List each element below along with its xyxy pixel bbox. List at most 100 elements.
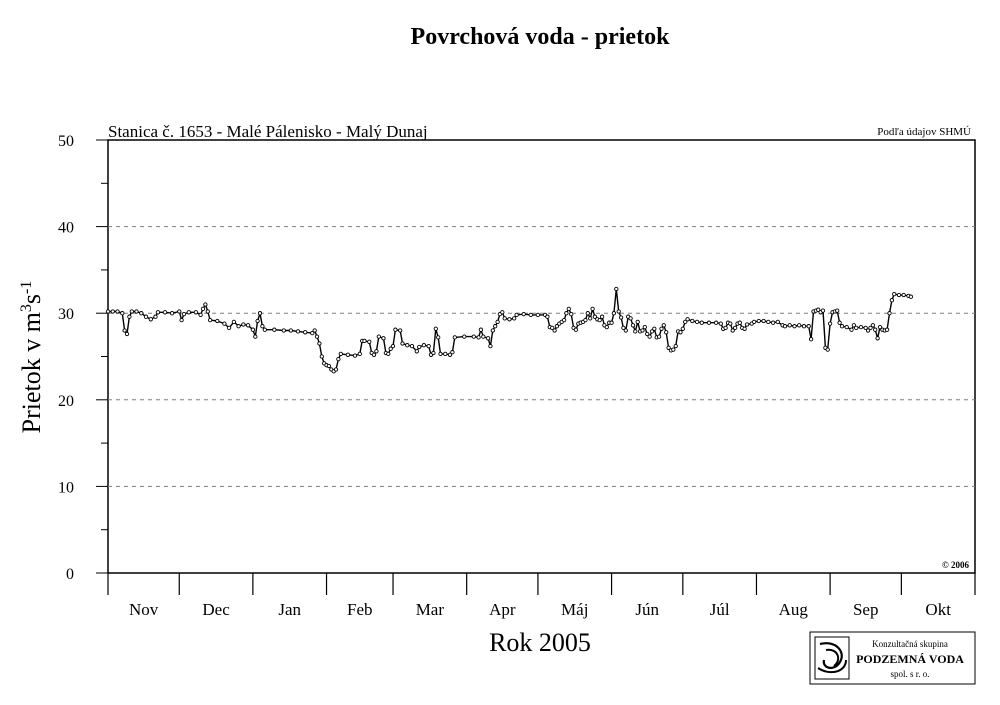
grid-lines xyxy=(108,226,975,487)
data-point xyxy=(621,325,626,331)
data-point xyxy=(426,343,431,349)
data-point xyxy=(193,310,199,315)
data-point xyxy=(162,310,168,315)
data-point xyxy=(554,324,560,329)
data-point xyxy=(896,292,902,298)
x-month-label: Júl xyxy=(710,600,730,619)
data-point xyxy=(664,330,669,335)
data-point xyxy=(656,334,662,339)
copyright-label: © 2006 xyxy=(942,560,969,570)
data-point xyxy=(854,325,859,331)
data-point xyxy=(597,317,602,323)
data-point xyxy=(405,343,410,348)
data-point xyxy=(873,327,878,332)
data-point xyxy=(877,324,883,330)
data-point xyxy=(431,350,436,356)
data-point xyxy=(303,330,308,335)
data-point xyxy=(816,307,821,312)
data-point xyxy=(222,321,227,326)
data-point xyxy=(671,347,676,352)
data-point xyxy=(433,326,438,331)
data-point xyxy=(345,352,351,357)
data-point xyxy=(376,334,381,339)
plot-area: 0 10 20 30 40 50 Nov Dec Jan Feb Mar Apr Máj Jún Júl A… xyxy=(58,133,976,619)
data-point xyxy=(661,323,666,328)
series-layer xyxy=(105,286,914,374)
y-axis: 0 10 20 30 40 50 xyxy=(58,133,108,583)
x-month-label: Apr xyxy=(489,600,516,619)
data-point xyxy=(512,316,517,321)
data-point xyxy=(205,309,210,314)
data-point xyxy=(236,324,241,329)
data-point xyxy=(326,363,332,369)
data-point xyxy=(647,334,652,339)
x-month-label: Aug xyxy=(779,600,809,619)
data-point xyxy=(744,322,750,327)
logo-line-2: PODZEMNÁ VODA xyxy=(856,652,964,666)
data-point xyxy=(134,309,139,314)
data-point xyxy=(766,319,771,325)
x-axis: Nov Dec Jan Feb Mar Apr Máj Jún Júl Aug Sep Okt xyxy=(107,573,976,619)
data-point xyxy=(611,311,617,316)
data-point xyxy=(808,337,814,342)
data-point xyxy=(751,319,757,325)
data-point xyxy=(723,325,728,331)
y-tick-label: 50 xyxy=(58,133,74,150)
x-axis-title: Rok 2005 xyxy=(489,628,591,657)
data-point xyxy=(181,311,187,317)
data-point xyxy=(333,367,339,372)
x-month-label: Feb xyxy=(347,600,373,619)
data-point xyxy=(604,324,609,330)
data-point xyxy=(120,311,125,316)
data-point xyxy=(203,302,208,307)
data-point xyxy=(129,309,134,314)
data-point xyxy=(552,328,557,333)
data-point xyxy=(186,310,191,315)
x-month-label: Nov xyxy=(129,600,159,619)
y-axis-title: Prietok v m3s-1 xyxy=(17,281,46,434)
data-point xyxy=(260,324,265,329)
data-point xyxy=(863,325,868,331)
data-point xyxy=(694,319,700,325)
data-point xyxy=(207,317,213,323)
logo-line-1: Konzultačná skupina xyxy=(872,639,948,649)
data-point xyxy=(122,328,127,333)
data-point xyxy=(443,351,448,357)
x-month-label: Dec xyxy=(202,600,230,619)
data-point xyxy=(124,331,130,337)
data-point xyxy=(825,347,830,352)
y-axis-title-sup1: 3 xyxy=(18,304,35,312)
data-point xyxy=(319,354,324,359)
data-point xyxy=(827,321,833,326)
data-point xyxy=(400,341,405,346)
data-point xyxy=(649,329,655,334)
data-point xyxy=(699,320,704,325)
data-point xyxy=(488,343,493,349)
data-point xyxy=(732,325,738,331)
data-point xyxy=(858,324,864,330)
data-point xyxy=(143,314,149,319)
data-point xyxy=(153,314,158,319)
data-point xyxy=(245,323,251,328)
data-point xyxy=(730,328,735,333)
data-point xyxy=(561,317,567,323)
data-point xyxy=(502,316,507,321)
data-point xyxy=(806,324,811,329)
data-point xyxy=(566,306,571,312)
data-point xyxy=(317,341,322,346)
plot-frame xyxy=(107,139,976,574)
data-point xyxy=(493,324,498,329)
data-point xyxy=(381,336,386,341)
data-point xyxy=(371,352,377,357)
data-point xyxy=(718,321,723,326)
data-point xyxy=(839,324,845,329)
data-point xyxy=(198,312,203,318)
data-point xyxy=(892,291,897,297)
data-point xyxy=(868,325,873,331)
data-point xyxy=(545,314,550,319)
y-tick-label: 20 xyxy=(58,393,74,410)
data-point xyxy=(573,327,579,332)
data-point xyxy=(231,319,237,325)
data-point xyxy=(633,329,638,334)
data-point xyxy=(253,334,258,339)
